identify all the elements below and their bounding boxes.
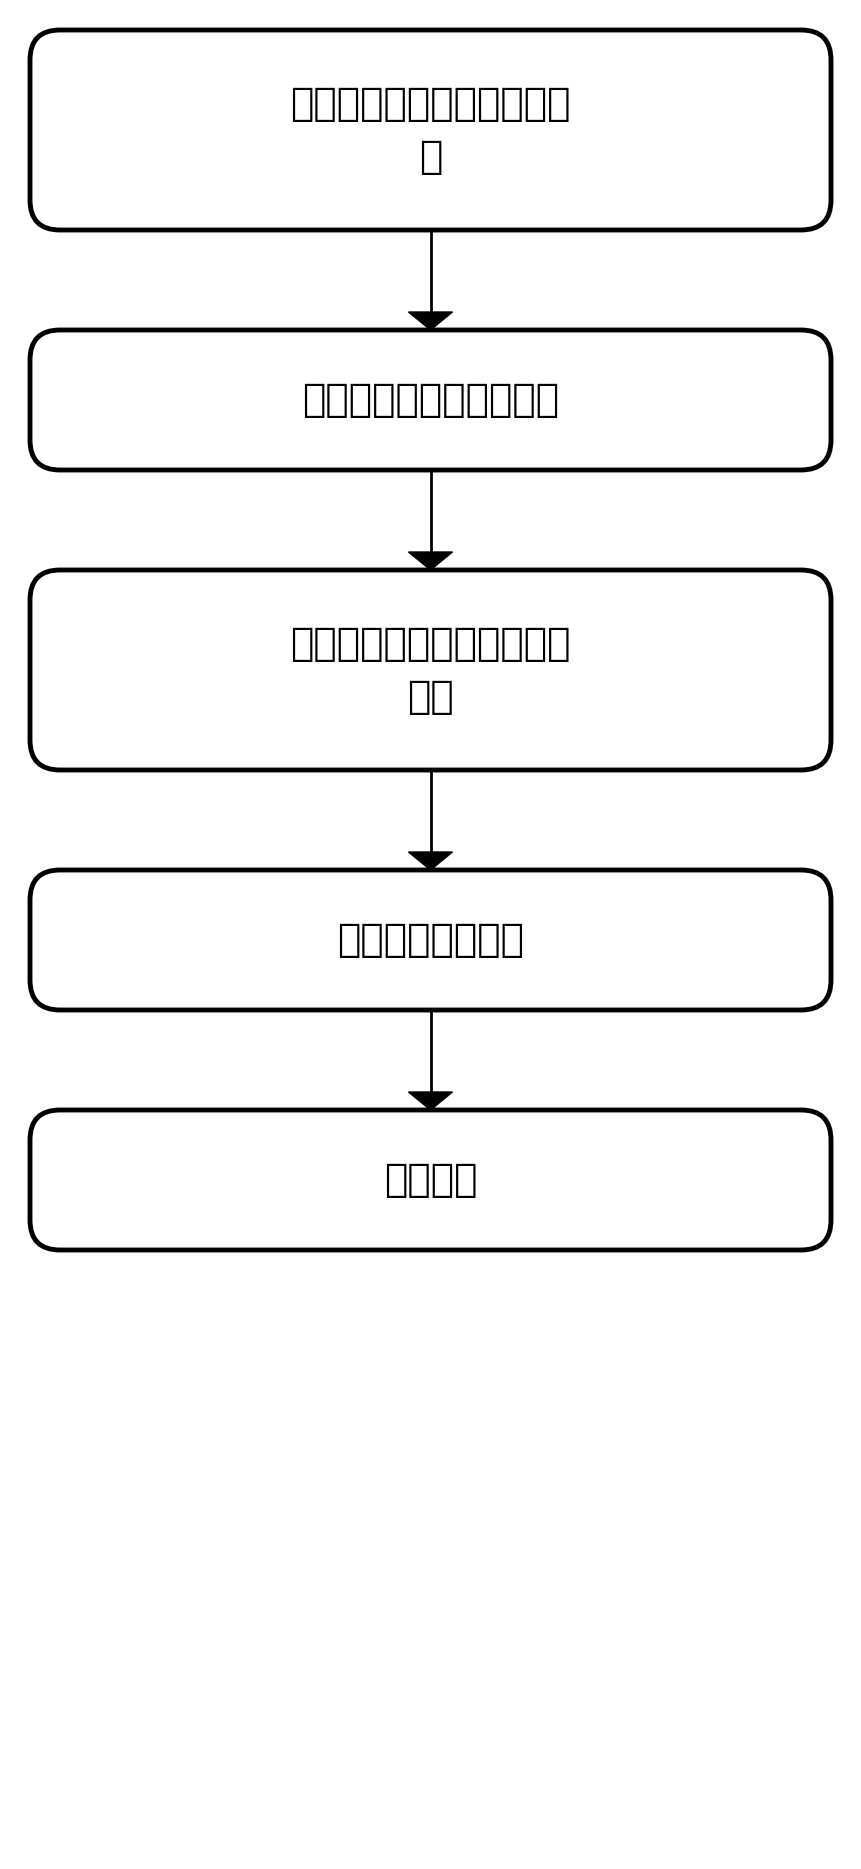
Text: 下埋板组装、吊装、定位: 下埋板组装、吊装、定位 [302,381,559,419]
Text: 牛腿安装: 牛腿安装 [384,1161,477,1200]
Polygon shape [408,312,453,331]
Polygon shape [408,852,453,869]
FancyBboxPatch shape [30,30,831,230]
FancyBboxPatch shape [30,1110,831,1250]
Text: 根据施工要求，进行深化设
计: 根据施工要求，进行深化设 计 [290,84,571,176]
FancyBboxPatch shape [30,331,831,469]
Polygon shape [408,1091,453,1110]
Polygon shape [408,551,453,570]
Text: 上埋板与支座组装、吊装、
安装: 上埋板与支座组装、吊装、 安装 [290,624,571,716]
Text: 隔震支座周围封挡: 隔震支座周围封挡 [337,921,524,959]
FancyBboxPatch shape [30,570,831,770]
FancyBboxPatch shape [30,869,831,1009]
